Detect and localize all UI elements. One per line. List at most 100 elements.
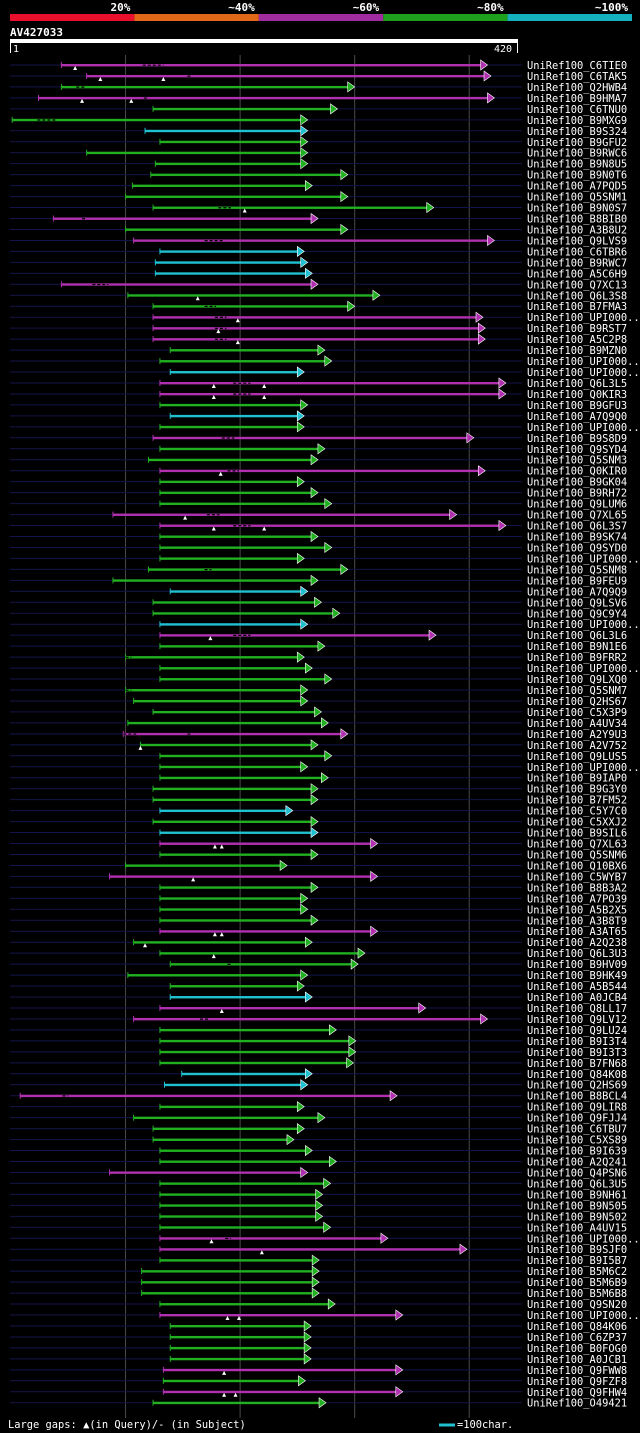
hit-arrow-head: [304, 936, 313, 948]
hit-bar: [153, 206, 428, 209]
hit-row: UniRef100_B9N502: [10, 1210, 627, 1223]
hit-arrow-head: [300, 125, 309, 137]
hit-row: UniRef100_B9RH72: [10, 487, 627, 500]
hit-bar: [170, 1324, 306, 1328]
hit-arrow-head: [310, 848, 319, 861]
hit-row: UniRef100_B7FM52: [10, 794, 627, 807]
hit-arrow-head: [300, 136, 309, 148]
hit-bar: [159, 1314, 397, 1317]
hit-row: UniRef100_Q9FJJ4: [10, 1112, 627, 1125]
hit-row: UniRef100_Q2HWB4: [10, 81, 627, 94]
hit-row: UniRef100_B7FMA3: [10, 300, 627, 313]
hit-bar: [159, 919, 313, 922]
legend-label: ~40%: [228, 1, 255, 14]
hit-bar: [133, 1017, 482, 1021]
hit-bar: [159, 754, 326, 758]
hit-bar: [153, 787, 313, 791]
hit-arrow-head: [296, 410, 305, 422]
hit-bar: [159, 524, 500, 527]
hit-bar: [159, 667, 307, 670]
hit-bar: [170, 963, 353, 966]
hit-bar: [159, 480, 299, 484]
hit-arrow-head: [286, 1133, 295, 1146]
hit-bar: [159, 392, 500, 396]
hit-label: UniRef100_A3B8U2: [527, 224, 627, 236]
hit-row: UniRef100_A7PQD5: [10, 180, 627, 193]
hit-arrow-head: [311, 1287, 320, 1299]
hit-arrow-head: [348, 1035, 357, 1047]
hit-arrow-head: [428, 629, 437, 641]
hit-arrow-head: [347, 81, 356, 93]
hit-bar: [53, 217, 313, 220]
hit-row: UniRef100_Q6L3L6: [10, 629, 627, 642]
hit-label: UniRef100_B9N502: [527, 1211, 627, 1223]
hit-row: UniRef100_Q9SYD0: [10, 541, 627, 554]
hit-bar: [125, 864, 282, 867]
hit-arrow-head: [300, 903, 309, 915]
hit-bar: [125, 656, 299, 659]
hit-row: UniRef100_A3AT65: [10, 925, 627, 938]
identity-color-legend: 20% ~40% ~60% ~80% ~100%: [10, 1, 632, 21]
hit-label: UniRef100_Q9SN20: [527, 1299, 627, 1311]
query-gap-marker: [161, 76, 166, 81]
hit-bar: [153, 107, 332, 111]
hit-row: UniRef100_Q10BX6: [10, 859, 627, 872]
hit-bar: [159, 1248, 461, 1251]
hit-row: UniRef100_A5B2X5: [10, 903, 627, 916]
hit-arrow-head: [315, 1199, 324, 1211]
hit-row: UniRef100_Q5SNM1: [10, 190, 627, 204]
hit-bar: [159, 140, 302, 144]
hit-row: UniRef100_A0JCB4: [10, 991, 627, 1004]
hit-bar: [133, 1116, 319, 1120]
hit-bar: [181, 1072, 307, 1076]
hit-bar: [163, 1368, 397, 1372]
hit-row: UniRef100_Q0KIR0: [10, 465, 627, 478]
hit-bar: [159, 809, 287, 813]
hit-row: UniRef100_B9FRR2: [10, 651, 627, 664]
hit-row: UniRef100_UPI000..: [10, 618, 640, 631]
hit-bar: [153, 820, 313, 823]
hit-arrow-head: [327, 1298, 336, 1310]
hit-bar: [164, 1083, 302, 1087]
hit-bar: [159, 952, 359, 955]
hit-bar: [159, 1061, 348, 1065]
hit-label: UniRef100_Q6L3U5: [527, 1178, 627, 1190]
hit-row: UniRef100_Q6L3S7: [10, 519, 627, 533]
query-gap-marker: [98, 76, 103, 81]
hit-label: UniRef100_C6TIE0: [527, 60, 627, 72]
axis-bar: [10, 39, 518, 43]
hit-arrow-head: [321, 772, 329, 784]
hit-row: UniRef100_Q9FHW4: [10, 1386, 627, 1399]
hit-label: UniRef100_B9N505: [527, 1200, 627, 1212]
hit-label: UniRef100_Q2HS67: [527, 696, 627, 708]
query-gap-marker: [212, 844, 217, 849]
scale-legend-text: =100char.: [457, 1419, 513, 1431]
hit-bar: [159, 557, 299, 560]
hit-label: UniRef100_B9GFU3: [527, 400, 627, 412]
hit-arrow-head: [498, 519, 507, 532]
hit-bar: [132, 184, 307, 188]
hit-bar: [61, 85, 349, 89]
hit-row: UniRef100_Q9LXQ0: [10, 673, 627, 686]
hit-label: UniRef100_UPI000..: [527, 762, 640, 774]
hit-arrow-head: [317, 1112, 326, 1124]
hit-label: UniRef100_B9RWC7: [527, 257, 627, 269]
hit-bar: [163, 1390, 397, 1394]
hit-row: UniRef100_A5C6H9: [10, 267, 627, 280]
gaps-legend-text: Large gaps: ▲(in Query)/- (in Subject): [8, 1419, 246, 1431]
hit-row: UniRef100_B5M6B8: [10, 1287, 627, 1300]
hit-arrow-head: [304, 1068, 313, 1080]
hit-row: UniRef100_A2Q241: [10, 1155, 627, 1169]
hit-label: UniRef100_B9S324: [527, 126, 627, 138]
hit-label: UniRef100_B9HV09: [527, 959, 627, 971]
hit-bar: [170, 1346, 306, 1350]
hit-arrow-head: [315, 1188, 324, 1200]
hit-arrow-head: [310, 487, 319, 499]
hit-row: UniRef100_UPI000..: [10, 355, 640, 368]
hit-arrow-head: [323, 1177, 332, 1190]
hit-label: UniRef100_B5M6B8: [527, 1288, 627, 1300]
hit-bar: [153, 1127, 299, 1131]
hit-label: UniRef100_A3AT65: [527, 926, 627, 938]
query-gap-marker: [218, 471, 223, 476]
axis-end-label: 420: [494, 44, 512, 55]
